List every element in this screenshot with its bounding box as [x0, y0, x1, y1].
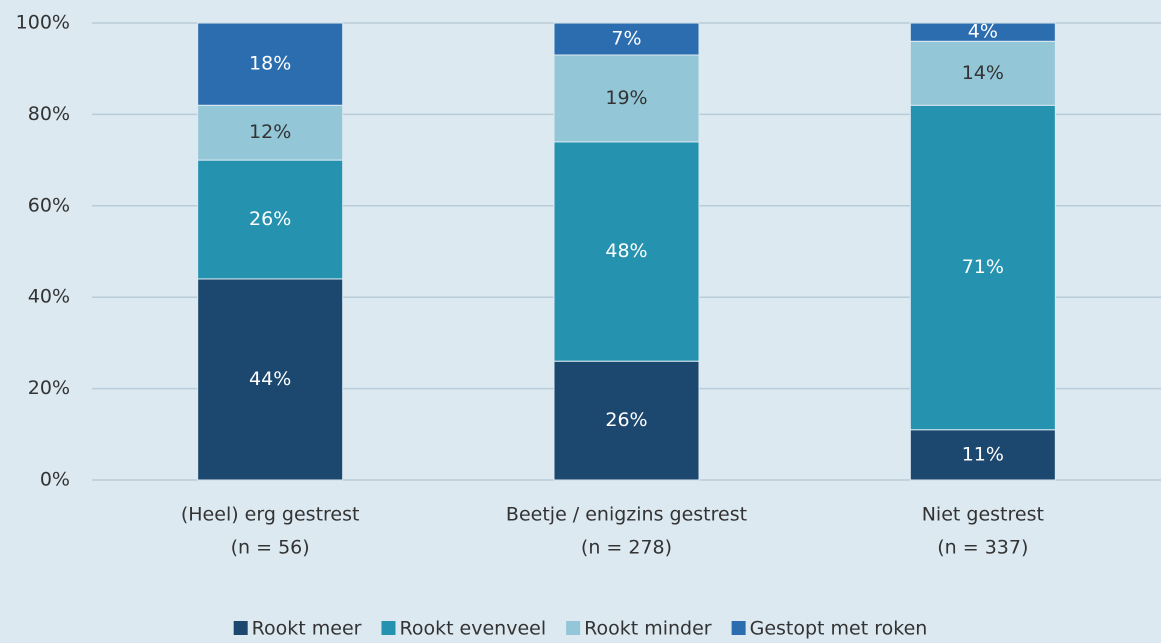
legend-label: Rookt evenveel	[399, 618, 546, 640]
data-label: 7%	[611, 27, 641, 49]
y-tick-label: 60%	[28, 194, 70, 216]
bar-segment	[553, 360, 700, 481]
legend-swatch	[233, 621, 248, 635]
data-label: 71%	[962, 256, 1004, 278]
data-label: 11%	[962, 443, 1004, 465]
legend-label: Rookt meer	[252, 618, 362, 640]
data-label: 48%	[605, 240, 647, 262]
data-label: 18%	[249, 53, 291, 75]
legend-swatch	[566, 621, 581, 635]
bar-segment	[197, 278, 344, 481]
x-tick-label: (n = 337)	[937, 537, 1028, 559]
data-label: 26%	[605, 409, 647, 431]
data-label: 26%	[249, 208, 291, 230]
legend-label: Gestopt met roken	[750, 618, 928, 640]
x-tick-label: (n = 56)	[231, 537, 310, 559]
legend-swatch	[381, 621, 396, 635]
bar-segment	[553, 22, 700, 56]
y-tick-label: 0%	[40, 469, 70, 491]
y-tick-label: 100%	[16, 12, 70, 34]
bar-segment	[553, 141, 700, 362]
bar-segment	[197, 159, 344, 280]
bar-segment	[909, 22, 1056, 42]
x-tick-label: Niet gestrest	[922, 504, 1044, 526]
legend-label: Rookt minder	[584, 618, 712, 640]
data-label: 44%	[249, 368, 291, 390]
bar-segment	[909, 429, 1056, 481]
x-tick-label: (Heel) erg gestrest	[181, 504, 360, 526]
x-tick-label: (n = 278)	[581, 537, 672, 559]
x-tick-label: Beetje / enigzins gestrest	[506, 504, 747, 526]
bar-segment	[197, 22, 344, 106]
data-label: 4%	[968, 21, 998, 43]
bar-segment	[909, 104, 1056, 431]
data-label: 19%	[605, 87, 647, 109]
bar-segment	[553, 54, 700, 143]
legend-swatch	[731, 621, 746, 635]
data-label: 14%	[962, 62, 1004, 84]
bar-segment	[197, 104, 344, 161]
y-tick-label: 20%	[28, 377, 70, 399]
y-tick-label: 40%	[28, 286, 70, 308]
bar-segment	[909, 40, 1056, 106]
y-tick-label: 80%	[28, 103, 70, 125]
data-label: 12%	[249, 121, 291, 143]
